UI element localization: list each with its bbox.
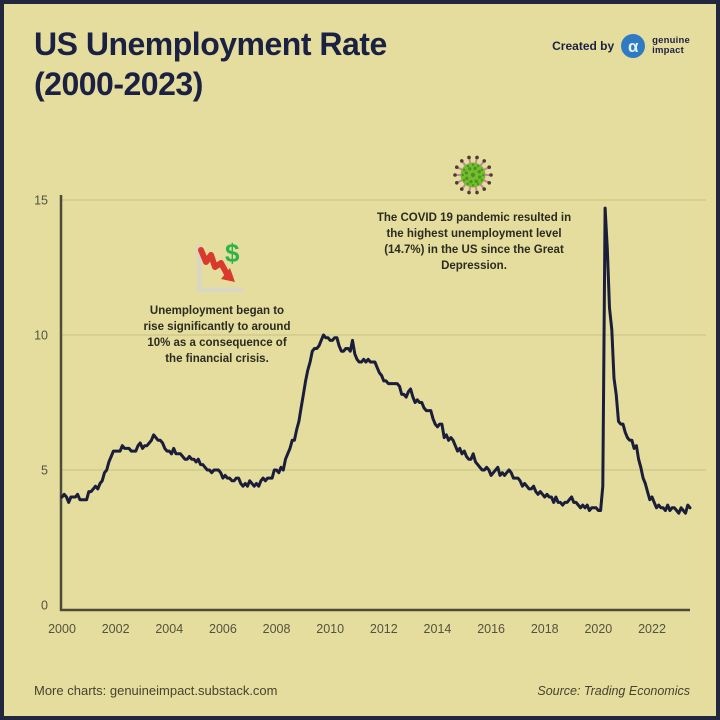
virus-spike-tip <box>454 181 459 185</box>
virus-inner-dot <box>462 168 466 172</box>
virus-inner-dot <box>462 178 466 182</box>
covid-annotation: The COVID 19 pandemic resulted in the hi… <box>376 212 572 272</box>
virus-inner-dot <box>477 170 481 174</box>
virus-inner-dot <box>464 171 469 175</box>
footer-more-charts: More charts: genuineimpact.substack.com <box>34 683 278 698</box>
virus-inner-dot <box>482 173 485 177</box>
virus-inner-dot <box>471 184 475 187</box>
virus-inner-dot <box>480 178 484 182</box>
virus-inner-dot <box>476 164 480 168</box>
virus-inner-dot <box>471 163 475 166</box>
virus-inner-dot <box>468 167 472 171</box>
virus-spike-tip <box>453 173 457 177</box>
virus-inner-dot <box>466 164 470 168</box>
footer-source: Source: Trading Economics <box>537 684 690 698</box>
page-title: US Unemployment Rate (2000-2023) <box>34 26 387 102</box>
virus-inner-dot <box>477 175 482 179</box>
virus-inner-dot <box>473 166 477 171</box>
virus-icon <box>453 155 493 195</box>
y-tick-label: 15 <box>34 194 48 208</box>
brand-line1: genuine <box>652 35 690 47</box>
virus-spike <box>474 158 478 164</box>
declining-chart-dollar-icon: $ <box>196 240 244 293</box>
virus-spike <box>468 186 472 192</box>
virus-spike-tip <box>487 165 492 169</box>
y-tick-label: 0 <box>41 599 48 613</box>
virus-spike-tip <box>467 155 471 160</box>
y-tick-label: 5 <box>41 464 48 478</box>
x-tick-label: 2010 <box>316 622 344 636</box>
virus-spike-tip <box>475 155 479 160</box>
virus-spike-tip <box>482 187 487 191</box>
created-by-block: Created by α genuine impact <box>552 34 690 58</box>
virus-spike <box>457 166 463 171</box>
brand-name: genuine impact <box>652 36 690 56</box>
x-tick-label: 2016 <box>477 622 505 636</box>
virus-inner-dot <box>480 168 484 172</box>
virus-spike <box>461 161 467 167</box>
virus-spike-tip <box>459 159 464 163</box>
unemployment-line-chart: 0 5 10 15 2000 2002 2004 2006 2008 2010 2012 2014 20… <box>34 194 706 636</box>
virus-spike-tip <box>475 190 479 195</box>
virus-spike-tip <box>487 181 492 185</box>
x-tick-label: 2012 <box>370 622 398 636</box>
x-tick-label: 2000 <box>48 622 76 636</box>
virus-inner-dot <box>474 179 478 183</box>
virus-spike <box>483 166 489 171</box>
virus-spike <box>461 183 467 189</box>
virus-spike <box>457 179 463 184</box>
virus-inner-dot <box>465 176 469 180</box>
x-tick-label: 2004 <box>155 622 183 636</box>
x-tick-label: 2014 <box>424 622 452 636</box>
virus-spike-tip <box>459 187 464 191</box>
virus-spike <box>479 161 485 167</box>
financial-crisis-annotation: Unemployment began to rise significantly… <box>143 305 291 365</box>
x-tick-label: 2002 <box>102 622 130 636</box>
virus-spike-tip <box>454 165 459 169</box>
y-tick-label: 10 <box>34 329 48 343</box>
genuine-impact-logo-icon: α <box>621 34 646 58</box>
x-tick-label: 2008 <box>263 622 291 636</box>
virus-spike-tip <box>489 173 493 177</box>
virus-inner-dot <box>469 179 473 184</box>
virus-spike <box>468 158 472 164</box>
x-tick-label: 2018 <box>531 622 559 636</box>
virus-inner-dot <box>466 182 470 186</box>
virus-inner-dot <box>476 182 480 186</box>
virus-spike <box>483 179 489 184</box>
unemployment-rate-line <box>60 206 692 515</box>
x-tick-label: 2022 <box>638 622 666 636</box>
virus-spike-tip <box>482 159 487 163</box>
x-tick-label: 2006 <box>209 622 237 636</box>
created-by-label: Created by <box>552 39 615 53</box>
x-tick-label: 2020 <box>584 622 612 636</box>
virus-spike <box>474 186 478 192</box>
svg-text:$: $ <box>225 240 240 268</box>
virus-inner-dot <box>461 173 464 177</box>
virus-spike <box>479 183 485 189</box>
virus-spike-tip <box>467 190 471 195</box>
brand-line2: impact <box>652 45 684 56</box>
